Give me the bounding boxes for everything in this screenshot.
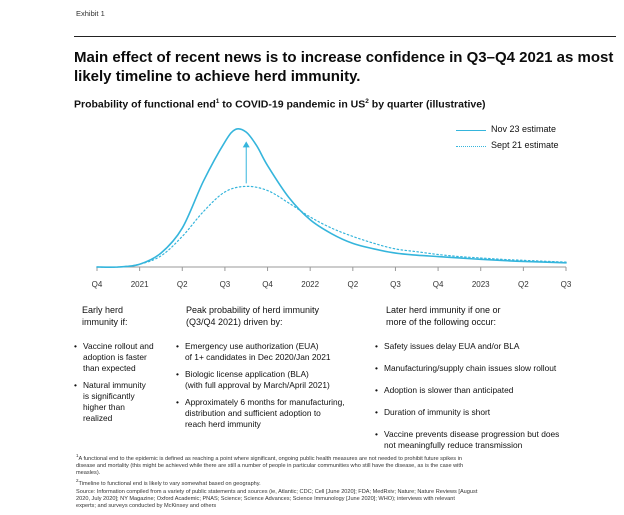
x-tick-label: Q3: [220, 280, 231, 289]
item-line: realized: [83, 413, 113, 423]
item-line: not meaningfully reduce transmission: [384, 440, 523, 450]
sept-21-estimate-line: [96, 185, 567, 268]
shift-arrow-head: [242, 141, 250, 148]
subtitle-part-3: by quarter (illustrative): [368, 98, 486, 111]
headline: Main effect of recent news is to increas…: [74, 49, 614, 85]
footnote-1: 1A functional end to the epidemic is def…: [76, 452, 616, 463]
later-herd-list: Safety issues delay EUA and/or BLA Manuf…: [375, 341, 615, 451]
item-line: Manufacturing/supply chain issues slow r…: [384, 363, 557, 373]
footnote-marker: 1: [76, 453, 79, 458]
list-item: Approximately 6 months for manufacturing…: [176, 397, 376, 430]
heading-line: Later herd immunity if one or: [386, 305, 501, 315]
chart-series: [96, 127, 567, 269]
item-line: Emergency use authorization (EUA): [185, 341, 319, 351]
list-item: Vaccine prevents disease progression but…: [375, 429, 615, 451]
subtitle-sup-2: 2: [365, 98, 369, 105]
subtitle-part-1: Probability of functional end: [74, 98, 216, 111]
item-line: Vaccine prevents disease progression but…: [384, 429, 560, 439]
list-item: Biologic license application (BLA) (with…: [176, 369, 376, 391]
x-axis: Q4 2021 Q2 Q3 Q4 2022 Q2 Q3 Q4 2023 Q2 Q3: [92, 266, 572, 289]
peak-probability-heading: Peak probability of herd immunity (Q3/Q4…: [186, 304, 319, 328]
footnote-2: 2Timeline to functional end is likely to…: [76, 477, 616, 488]
item-line: than expected: [83, 363, 136, 373]
item-line: (with full approval by March/April 2021): [185, 380, 330, 390]
heading-line: more of the following occur:: [386, 317, 497, 327]
x-tick-label: Q2: [347, 280, 358, 289]
early-herd-list: Vaccine rollout and adoption is faster t…: [74, 341, 174, 424]
legend-label-sept-21: Sept 21 estimate: [491, 140, 559, 150]
item-line: reach herd immunity: [185, 419, 261, 429]
x-tick-label: Q2: [518, 280, 529, 289]
x-tick-label: Q3: [561, 280, 572, 289]
item-line: Adoption is slower than anticipated: [384, 385, 514, 395]
legend-swatch-nov-23: [456, 130, 486, 131]
list-item: Vaccine rollout and adoption is faster t…: [74, 341, 174, 374]
item-line: distribution and sufficient adoption to: [185, 408, 321, 418]
subtitle-part-2: to COVID-19 pandemic in US: [219, 98, 366, 111]
legend-label-nov-23: Nov 23 estimate: [491, 124, 557, 134]
x-tick-label: Q3: [390, 280, 401, 289]
item-line: Duration of immunity is short: [384, 407, 491, 417]
x-tick-label: Q4: [433, 280, 444, 289]
footnote-line: measles).: [76, 470, 101, 477]
early-herd-heading: Early herd immunity if:: [82, 304, 128, 328]
subtitle-sup-1: 1: [215, 98, 220, 105]
chart-annotation: [242, 141, 250, 184]
footnote-line: Timeline to functional end is likely to …: [78, 481, 261, 488]
list-item: Safety issues delay EUA and/or BLA: [375, 341, 615, 352]
heading-line: (Q3/Q4 2021) driven by:: [186, 317, 283, 327]
item-line: of 1+ candidates in Dec 2020/Jan 2021: [185, 352, 331, 362]
list-item: Manufacturing/supply chain issues slow r…: [375, 363, 615, 374]
heading-line: Early herd: [82, 305, 124, 315]
x-tick-label: 2021: [131, 280, 149, 289]
footnote-line: disease and mortality (this might be ach…: [76, 463, 464, 470]
list-item: Natural immunity is significantly higher…: [74, 380, 174, 424]
source-line: 2020, July 2020]; NY Magazine; Oxford Ac…: [76, 495, 455, 502]
probability-chart: Q4 2021 Q2 Q3 Q4 2022 Q2 Q3 Q4 2023 Q2 Q3: [92, 127, 572, 289]
footnote-line: A functional end to the epidemic is defi…: [78, 455, 462, 462]
chart-subtitle: Probability of functional end1 to COVID-…: [74, 98, 614, 111]
top-divider: [74, 36, 616, 37]
item-line: Approximately 6 months for manufacturing…: [185, 397, 345, 407]
source-line: Source: Information compiled from a vari…: [76, 488, 478, 495]
x-tick-label: Q2: [177, 280, 188, 289]
later-herd-heading: Later herd immunity if one or more of th…: [386, 304, 501, 328]
legend-swatch-sept-21: [456, 146, 486, 147]
item-line: is significantly: [83, 391, 135, 401]
list-item: Duration of immunity is short: [375, 407, 615, 418]
item-line: Safety issues delay EUA and/or BLA: [384, 341, 520, 351]
item-line: adoption is faster: [83, 352, 147, 362]
x-tick-label: Q4: [92, 280, 103, 289]
list-item: Emergency use authorization (EUA) of 1+ …: [176, 341, 376, 363]
x-tick-label: Q4: [262, 280, 273, 289]
x-tick-label: 2023: [472, 280, 490, 289]
item-line: higher than: [83, 402, 125, 412]
x-tick-label: 2022: [301, 280, 319, 289]
source-line: experts; and surveys conducted by McKins…: [76, 502, 217, 509]
list-item: Adoption is slower than anticipated: [375, 385, 615, 396]
item-line: Biologic license application (BLA): [185, 369, 309, 379]
item-line: Vaccine rollout and: [83, 341, 154, 351]
footnote-marker: 2: [76, 478, 79, 484]
heading-line: Peak probability of herd immunity: [186, 305, 320, 315]
footnotes: 1A functional end to the epidemic is def…: [76, 452, 616, 510]
exhibit-label: Exhibit 1: [76, 9, 105, 18]
item-line: Natural immunity: [83, 380, 146, 390]
heading-line: immunity if:: [82, 317, 128, 327]
peak-probability-list: Emergency use authorization (EUA) of 1+ …: [176, 341, 376, 430]
